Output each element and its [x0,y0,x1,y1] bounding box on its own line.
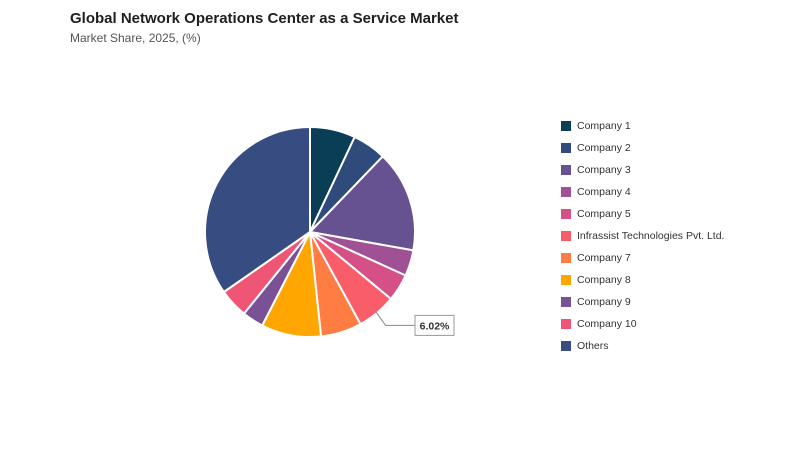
legend-label: Company 3 [577,164,631,176]
legend-swatch [561,341,571,351]
legend-item-company-9[interactable]: Company 9 [561,291,724,313]
legend-item-company-3[interactable]: Company 3 [561,159,724,181]
legend-swatch [561,275,571,285]
legend-item-company-7[interactable]: Company 7 [561,247,724,269]
legend-label: Others [577,340,609,352]
legend-swatch [561,143,571,153]
legend: Company 1 Company 2 Company 3 Company 4 Comp… [561,115,724,357]
legend-label: Company 1 [577,120,631,132]
legend-swatch [561,253,571,263]
legend-swatch [561,121,571,131]
chart-title: Global Network Operations Center as a Se… [70,10,459,27]
legend-label: Company 10 [577,318,637,330]
legend-label: Infrassist Technologies Pvt. Ltd. [577,230,725,242]
legend-item-company-10[interactable]: Company 10 [561,313,724,335]
legend-swatch [561,297,571,307]
legend-swatch [561,319,571,329]
legend-swatch [561,165,571,175]
pie-slice-company-3[interactable] [307,154,416,252]
annotation-leader-line [375,311,415,326]
legend-item-company-4[interactable]: Company 4 [561,181,724,203]
legend-label: Company 7 [577,252,631,264]
legend-label: Company 4 [577,186,631,198]
pie-slice-others[interactable] [204,125,311,294]
chart-subtitle: Market Share, 2025, (%) [70,31,201,45]
legend-item-company-2[interactable]: Company 2 [561,137,724,159]
annotation-box [414,314,455,336]
legend-label: Company 2 [577,142,631,154]
legend-item-company-5[interactable]: Company 5 [561,203,724,225]
legend-item-others[interactable]: Others [561,335,724,357]
legend-label: Company 9 [577,296,631,308]
legend-swatch [561,231,571,241]
legend-swatch [561,209,571,219]
pie-slices [204,125,416,338]
slice-annotation: 6.02% [375,311,455,336]
legend-label: Company 5 [577,208,631,220]
annotation-label: 6.02% [420,320,450,332]
legend-swatch [561,187,571,197]
legend-label: Company 8 [577,274,631,286]
legend-item-company-8[interactable]: Company 8 [561,269,724,291]
legend-item-company-1[interactable]: Company 1 [561,115,724,137]
legend-item-infrassist-technologies-pvt-ltd[interactable]: Infrassist Technologies Pvt. Ltd. [561,225,724,247]
